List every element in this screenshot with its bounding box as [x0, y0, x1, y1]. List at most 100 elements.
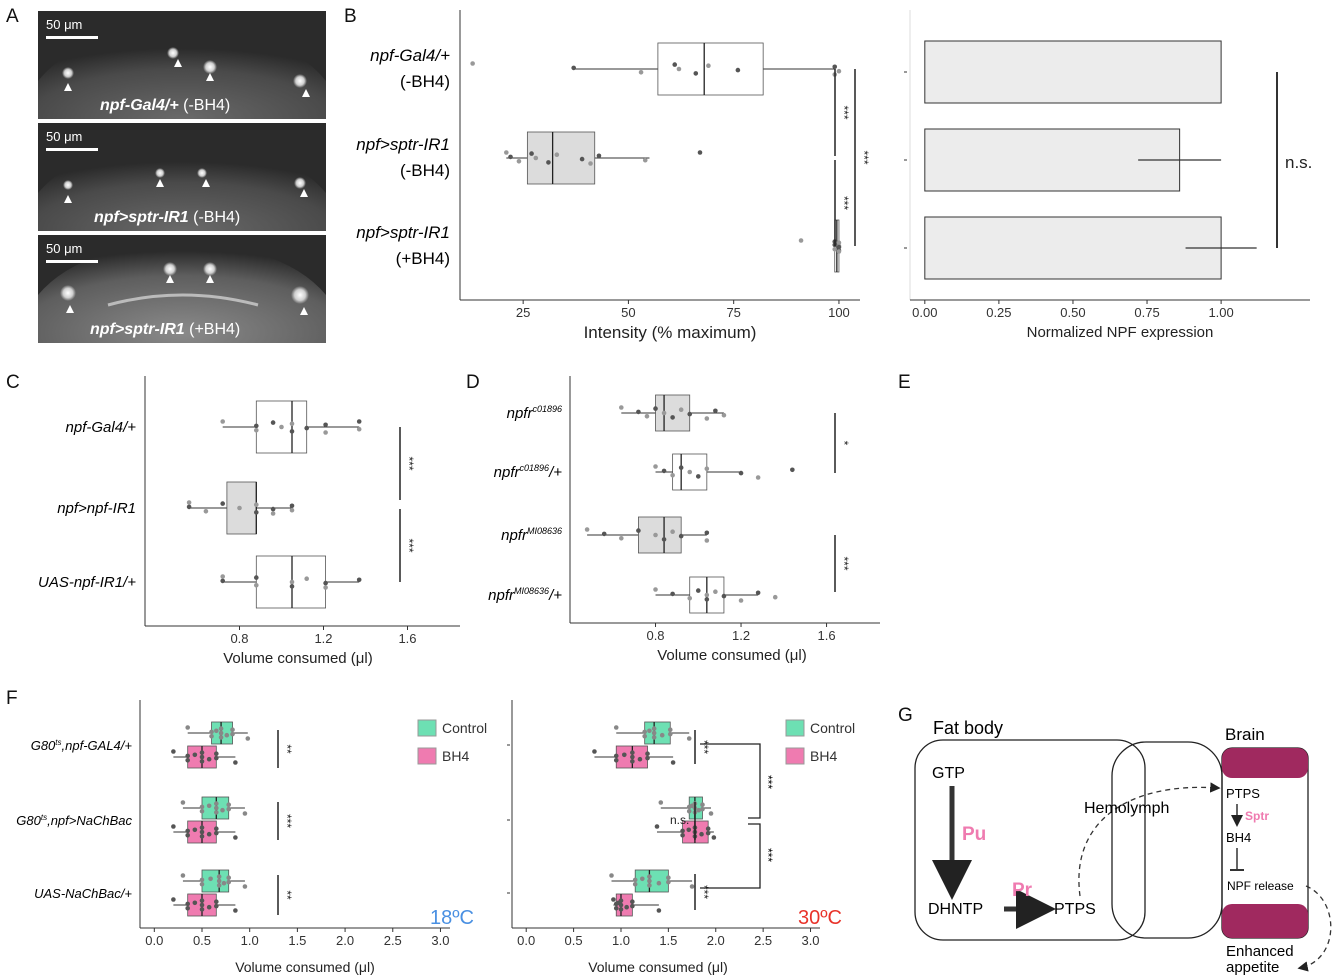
data-point	[687, 596, 693, 601]
data-point	[237, 505, 242, 511]
data-point	[289, 579, 295, 585]
legend-label: BH4	[810, 748, 837, 764]
category-label: G80ts,npf>NaChBac	[16, 813, 132, 828]
data-point	[323, 430, 328, 435]
data-point	[206, 904, 212, 910]
x-tick-label: 1.00	[1208, 305, 1233, 320]
micrograph-sptr-ir1-plus: 50 μm npf>sptr-IR1 (+BH4)	[38, 235, 326, 343]
x-tick-label: 1.5	[659, 933, 677, 948]
category-treatment-label: (+BH4)	[396, 249, 450, 268]
data-point	[687, 469, 693, 475]
panel-letter-e: E	[898, 372, 911, 393]
data-point	[637, 756, 643, 762]
legend-swatch	[417, 747, 437, 765]
pathway-diagram: Fat body Brain GTP Pu DHNTP Pr PTPS Hemo…	[914, 718, 1332, 976]
data-point	[686, 809, 692, 814]
data-point	[554, 152, 560, 157]
data-point	[832, 247, 838, 252]
data-point	[693, 71, 699, 76]
panel-letter-a: A	[6, 6, 19, 27]
npf-release-label: NPF release	[1227, 879, 1294, 893]
data-point	[185, 753, 190, 759]
data-point	[220, 574, 225, 579]
box-0-box	[657, 42, 764, 96]
appetite-label: appetite	[1226, 959, 1279, 976]
data-point	[230, 731, 235, 737]
x-tick-label: 0.50	[1060, 305, 1085, 320]
data-point	[226, 802, 232, 807]
data-point	[704, 597, 710, 602]
data-point	[647, 874, 652, 879]
data-point	[695, 588, 701, 593]
data-point	[616, 900, 621, 906]
data-point	[224, 732, 230, 738]
data-point	[516, 159, 522, 164]
data-point	[705, 830, 711, 836]
scale-label: 50 μm	[46, 241, 83, 256]
x-tick-label: 75	[726, 305, 740, 320]
data-point	[832, 64, 838, 70]
data-point	[206, 803, 212, 809]
category-label: npf-Gal4/+	[66, 419, 137, 436]
data-point	[199, 754, 205, 760]
data-point	[706, 63, 711, 68]
data-point	[798, 238, 804, 243]
data-point	[323, 580, 328, 586]
data-point	[214, 751, 219, 756]
data-point	[836, 68, 842, 74]
data-point	[214, 810, 219, 815]
data-point	[656, 908, 662, 913]
data-point	[253, 423, 259, 429]
brain-tissue-image	[38, 25, 326, 119]
data-point	[203, 509, 209, 514]
Control-box-2-box	[634, 869, 669, 893]
micrograph-caption: npf-Gal4/+ (-BH4)	[100, 97, 231, 114]
category-treatment-label: (-BH4)	[400, 72, 450, 91]
data-point	[504, 150, 509, 155]
data-point	[630, 754, 635, 760]
x-axis-label: Volume consumed (μl)	[223, 650, 373, 667]
data-point	[687, 411, 693, 417]
data-point	[592, 749, 597, 754]
x-tick-label: 50	[621, 305, 635, 320]
data-point	[713, 589, 718, 594]
data-point	[697, 150, 703, 155]
data-point	[253, 583, 259, 588]
data-point	[186, 504, 192, 510]
data-point	[676, 66, 682, 72]
x-tick-label: 1.2	[732, 628, 750, 643]
significance-label: ***	[280, 814, 294, 828]
data-point	[644, 414, 650, 419]
chart-b-npf-expression: 0.00 0.25 0.50 0.75 1.00 Normalized NPF expre…	[904, 10, 1312, 341]
data-point	[214, 826, 219, 831]
data-point	[253, 428, 259, 433]
box-0-box	[655, 394, 691, 432]
data-point	[180, 800, 186, 805]
brain-tissue-image	[38, 241, 326, 343]
data-point	[735, 67, 741, 73]
micrograph-caption: npf>sptr-IR1 (-BH4)	[94, 209, 241, 226]
bh4-label: BH4	[1226, 830, 1251, 845]
category-treatment-label: (-BH4)	[400, 161, 450, 180]
data-point	[622, 752, 627, 758]
data-point	[546, 160, 551, 165]
data-point	[711, 835, 717, 840]
data-point	[704, 530, 710, 536]
data-point	[233, 908, 238, 913]
data-point	[218, 726, 224, 731]
data-point	[632, 882, 638, 887]
data-point	[653, 532, 658, 538]
data-point	[596, 153, 602, 159]
data-point	[653, 587, 658, 592]
category-label: UAS-NaChBac/+	[34, 886, 132, 901]
data-point	[667, 731, 673, 737]
data-point	[245, 736, 251, 741]
chart-c-volume: 0.8 1.2 1.6 Volume consumed (μl) npf-Gal4/+ n…	[38, 376, 460, 667]
data-point	[611, 897, 616, 902]
data-point	[705, 826, 711, 831]
data-point	[185, 758, 190, 763]
ptps-transport-arrow	[1078, 782, 1221, 897]
data-point	[836, 244, 842, 250]
data-point	[755, 475, 761, 480]
data-point	[226, 879, 232, 885]
